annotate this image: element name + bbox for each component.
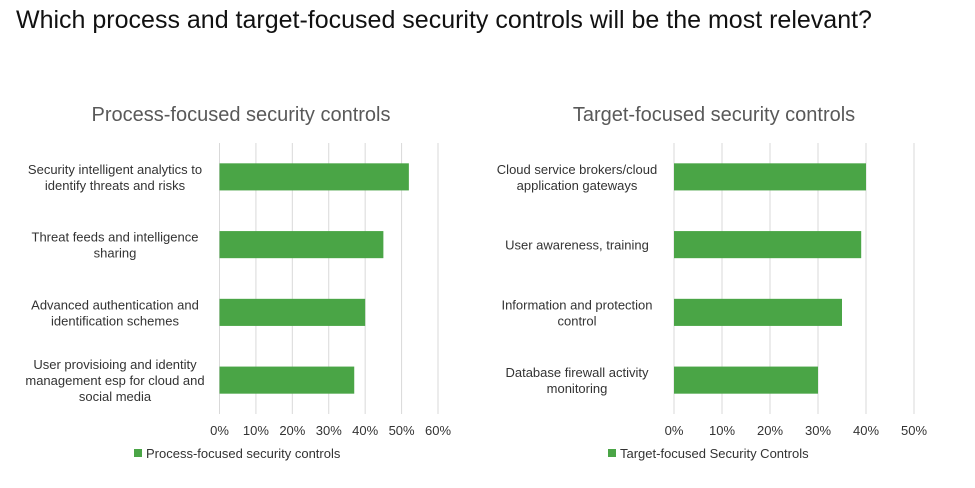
page-title: Which process and target-focused securit… [16,6,872,34]
legend-swatch [608,449,616,457]
legend-label: Process-focused security controls [146,446,341,461]
category-label-line: social media [79,389,152,404]
category-label-line: management esp for cloud and [25,373,204,388]
category-label: Information and protection control [501,297,652,328]
x-tick-label: 10% [243,423,269,438]
category-label-line: Threat feeds and intelligence [32,230,199,245]
category-label: Security intelligent analytics to identif… [28,162,202,193]
category-label: User awareness, training [505,238,649,253]
category-label-line: User awareness, training [505,238,649,253]
bar [219,298,366,326]
category-label-line: sharing [94,246,137,261]
category-label-line: Information and protection [501,297,652,312]
category-label-line: application gateways [517,178,638,193]
x-tick-label: 50% [901,423,927,438]
category-label-line: Advanced authentication and [31,297,199,312]
bar [674,231,862,259]
category-label: Database firewall activity monitoring [505,365,649,396]
category-label: Threat feeds and intelligence sharing [32,230,199,261]
chart-title: Target-focused security controls [573,104,855,126]
x-tick-label: 40% [853,423,879,438]
x-tick-label: 0% [210,423,229,438]
category-label-line: identify threats and risks [45,178,186,193]
category-label-line: monitoring [547,381,608,396]
category-label-line: control [557,313,596,328]
category-label-line: Cloud service brokers/cloud [497,162,657,177]
category-label-line: Database firewall activity [505,365,649,380]
legend-swatch [134,449,142,457]
category-label-line: User provisioing and identity [33,357,197,372]
category-label-line: identification schemes [51,313,179,328]
x-tick-label: 20% [279,423,305,438]
x-tick-label: 50% [389,423,415,438]
bar [219,231,384,259]
x-tick-label: 20% [757,423,783,438]
bar [219,163,409,191]
bar [219,366,355,394]
x-tick-label: 40% [352,423,378,438]
category-label: Advanced authentication and identificatio… [31,297,199,328]
x-tick-label: 30% [316,423,342,438]
x-tick-label: 0% [665,423,684,438]
chart-title: Process-focused security controls [91,104,390,126]
x-tick-label: 10% [709,423,735,438]
legend-label: Target-focused Security Controls [620,446,809,461]
bar [674,298,842,326]
x-tick-label: 30% [805,423,831,438]
category-label-line: Security intelligent analytics to [28,162,202,177]
category-label: Cloud service brokers/cloud application g… [497,162,657,193]
bar [674,366,818,394]
bar [674,163,866,191]
x-tick-label: 60% [425,423,451,438]
category-label: User provisioing and identity management … [25,357,204,404]
